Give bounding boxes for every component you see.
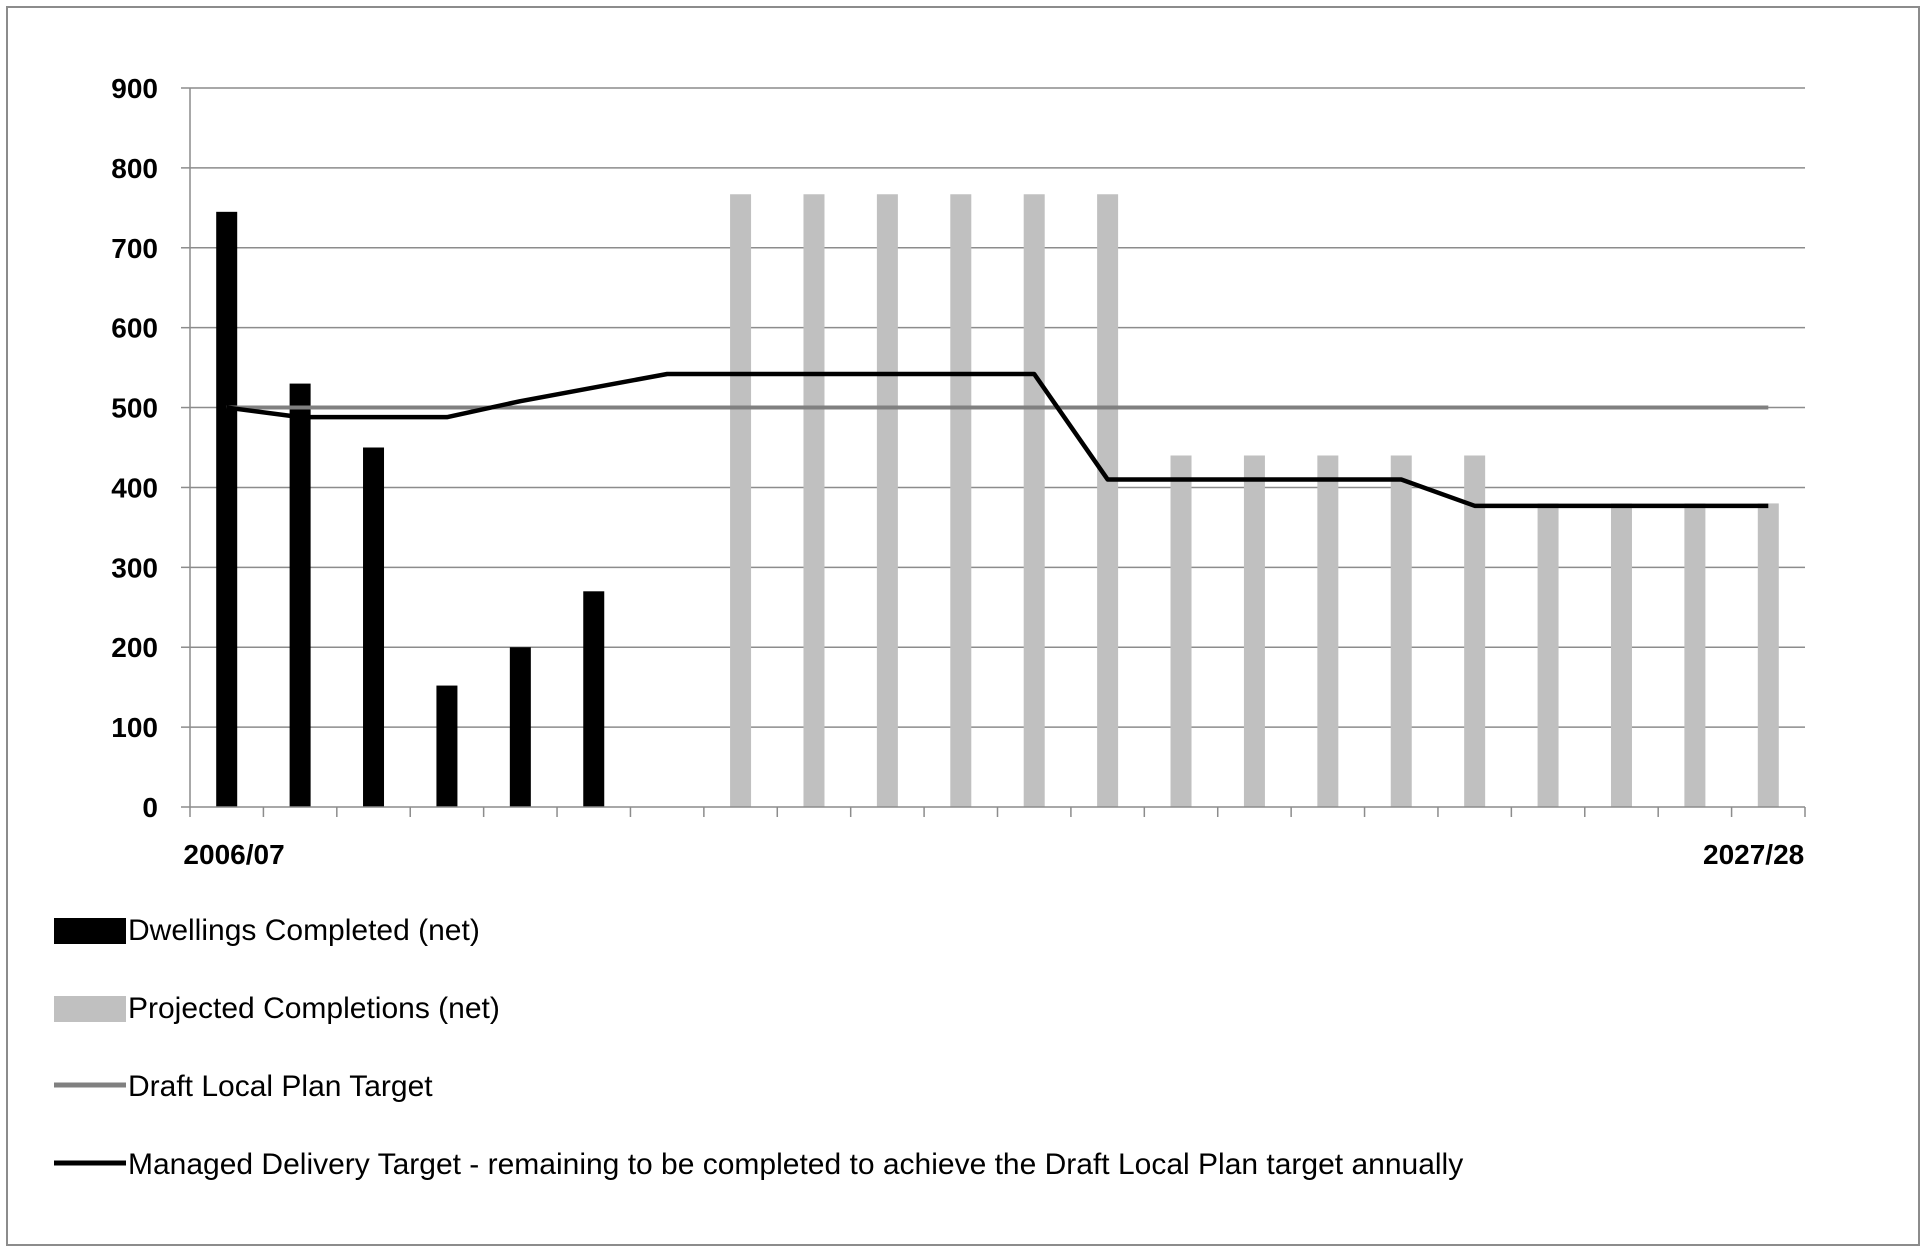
- legend: Dwellings Completed (net) Projected Comp…: [54, 914, 1463, 1181]
- bar-completed-2008/09: [363, 447, 385, 807]
- bars: [216, 194, 1779, 808]
- legend-swatch-projected-completions: [54, 996, 126, 1022]
- legend-label-draft-local-plan-target: Draft Local Plan Target: [128, 1070, 433, 1103]
- axes: [189, 88, 1806, 817]
- bar-projected-2016/17: [950, 194, 972, 808]
- y-axis-ticks: 0 100 200 300 400 500 600 700 800 900: [111, 73, 190, 823]
- y-tick-label-900: 900: [111, 73, 158, 104]
- bar-projected-2026/27: [1684, 503, 1706, 807]
- legend-swatch-dwellings-completed: [54, 918, 126, 944]
- x-tick-label-last: 2027/28: [1703, 839, 1804, 870]
- bar-projected-2013/14: [730, 194, 752, 808]
- y-tick-label-200: 200: [111, 632, 158, 663]
- y-tick-label-100: 100: [111, 712, 158, 743]
- x-axis-ticks: 2006/07 2027/28: [183, 839, 1804, 870]
- y-tick-label-600: 600: [111, 313, 158, 344]
- y-tick-label-300: 300: [111, 552, 158, 583]
- x-tick-label-first: 2006/07: [183, 839, 284, 870]
- bar-projected-2019/20: [1170, 455, 1192, 807]
- gridlines: [190, 87, 1805, 728]
- legend-label-dwellings-completed: Dwellings Completed (net): [128, 914, 480, 947]
- legend-label-projected-completions: Projected Completions (net): [128, 992, 500, 1025]
- y-tick-label-700: 700: [111, 233, 158, 264]
- bar-projected-2023/24: [1464, 455, 1486, 807]
- lines: [226, 371, 1769, 509]
- y-tick-label-500: 500: [111, 393, 158, 424]
- bar-projected-2020/21: [1243, 455, 1265, 807]
- bar-completed-2011/12: [583, 591, 605, 807]
- bar-projected-2025/26: [1610, 503, 1632, 807]
- bar-completed-2006/07: [216, 211, 238, 808]
- bar-completed-2007/08: [289, 383, 311, 807]
- line-managed-delivery-target: [226, 371, 1769, 509]
- bar-projected-2015/16: [876, 194, 898, 808]
- y-tick-label-800: 800: [111, 153, 158, 184]
- legend-label-managed-delivery-target: Managed Delivery Target - remaining to b…: [128, 1148, 1463, 1181]
- y-tick-label-400: 400: [111, 472, 158, 503]
- bar-projected-2027/28: [1757, 503, 1779, 807]
- bar-completed-2010/11: [509, 647, 531, 807]
- bar-completed-2009/10: [436, 685, 458, 807]
- y-tick-label-0: 0: [142, 792, 158, 823]
- bar-projected-2014/15: [803, 194, 825, 808]
- bar-projected-2021/22: [1317, 455, 1339, 807]
- bar-projected-2018/19: [1097, 194, 1119, 808]
- bar-projected-2022/23: [1390, 455, 1412, 807]
- bar-projected-2017/18: [1023, 194, 1045, 808]
- bar-projected-2024/25: [1537, 503, 1559, 807]
